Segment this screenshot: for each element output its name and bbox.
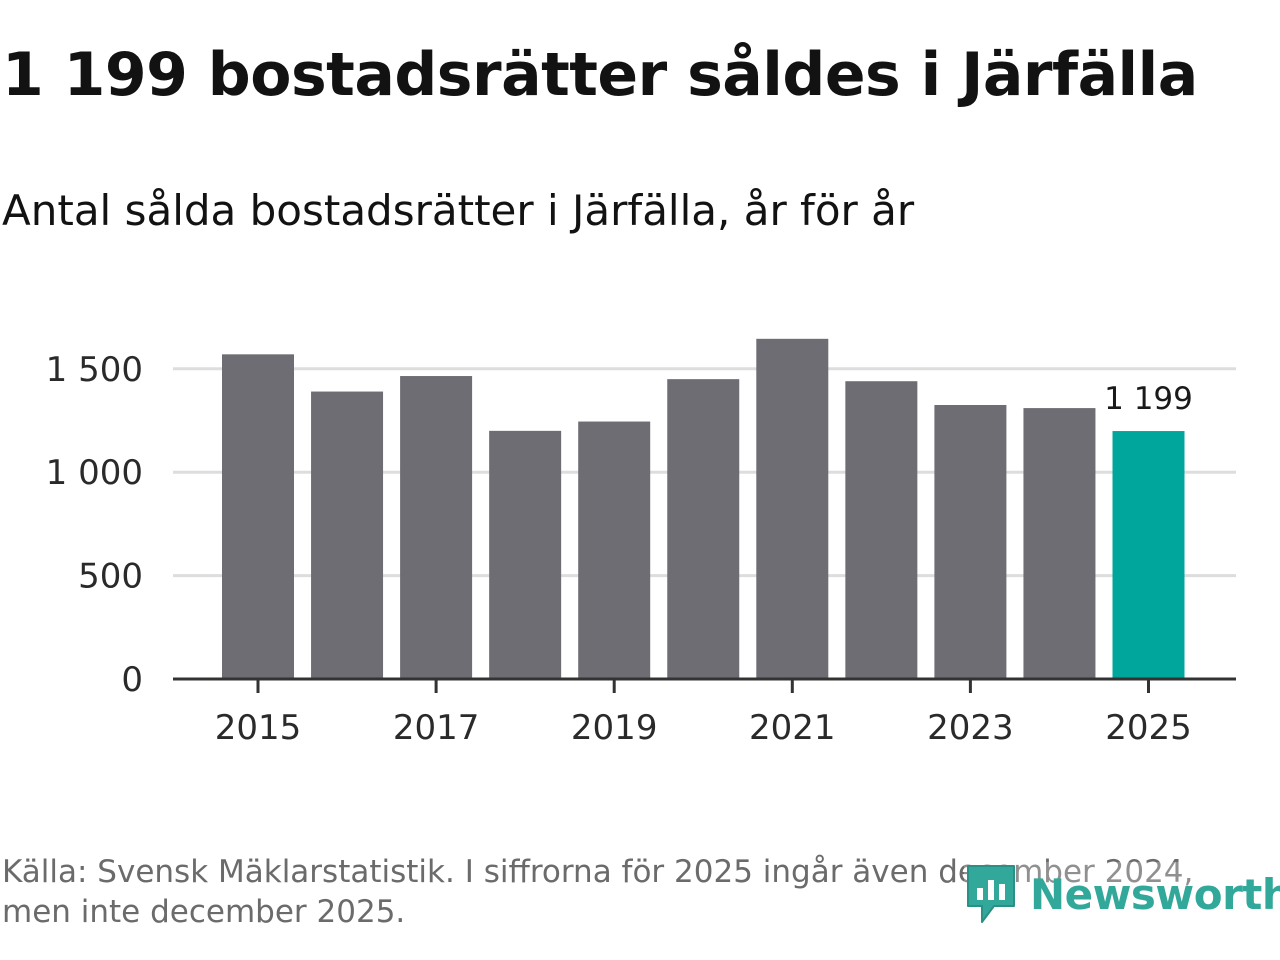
data-label-2025: 1 199 — [1104, 381, 1193, 417]
y-tick-label: 500 — [78, 557, 143, 597]
bar-chart: 0 500 1 000 1 500 2015 2017 2019 2021 2023 2025 1 … — [46, 338, 1236, 748]
bar-2018 — [489, 430, 562, 679]
x-tick-label: 2021 — [749, 708, 836, 748]
x-tick-label: 2017 — [393, 708, 480, 748]
chart-title: 1 199 bostadsrätter såldes i Järfälla — [2, 40, 1198, 110]
bar-2020 — [667, 379, 740, 679]
bar-2017 — [400, 376, 473, 679]
chart-subtitle: Antal sålda bostadsrätter i Järfälla, år… — [2, 186, 915, 235]
bar-2023 — [934, 404, 1007, 679]
x-tick-label: 2025 — [1105, 708, 1192, 748]
newsworthy-logo-icon — [967, 865, 1015, 923]
y-tick-label: 0 — [121, 660, 143, 700]
bar-2015 — [222, 354, 294, 679]
y-tick-label: 1 500 — [46, 350, 143, 390]
bar-2021 — [756, 338, 829, 679]
bar-2024 — [1023, 408, 1096, 679]
newsworthy-logo: Newsworthy — [964, 862, 1280, 926]
y-tick-label: 1 000 — [46, 453, 143, 493]
bar-2022 — [845, 381, 918, 679]
x-tick-label: 2023 — [927, 708, 1014, 748]
x-tick-label: 2019 — [571, 708, 658, 748]
newsworthy-logo-text: Newsworthy — [1030, 869, 1280, 919]
x-tick-label: 2015 — [215, 708, 302, 748]
bar-2019 — [578, 421, 651, 679]
bar-2016 — [311, 391, 384, 679]
bar-2025 — [1112, 431, 1185, 679]
